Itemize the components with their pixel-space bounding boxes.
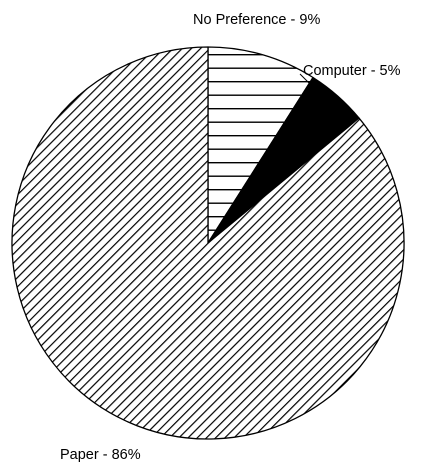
slice-label-no-preference: No Preference - 9%: [193, 12, 320, 28]
pie-slice-paper: [11, 46, 405, 440]
slice-label-paper: Paper - 86%: [60, 447, 141, 463]
slice-label-computer: Computer - 5%: [303, 63, 401, 79]
computer-leader-line: [299, 73, 312, 86]
pie-slice-no-preference: [207, 46, 314, 244]
pie-slices: [11, 46, 405, 440]
